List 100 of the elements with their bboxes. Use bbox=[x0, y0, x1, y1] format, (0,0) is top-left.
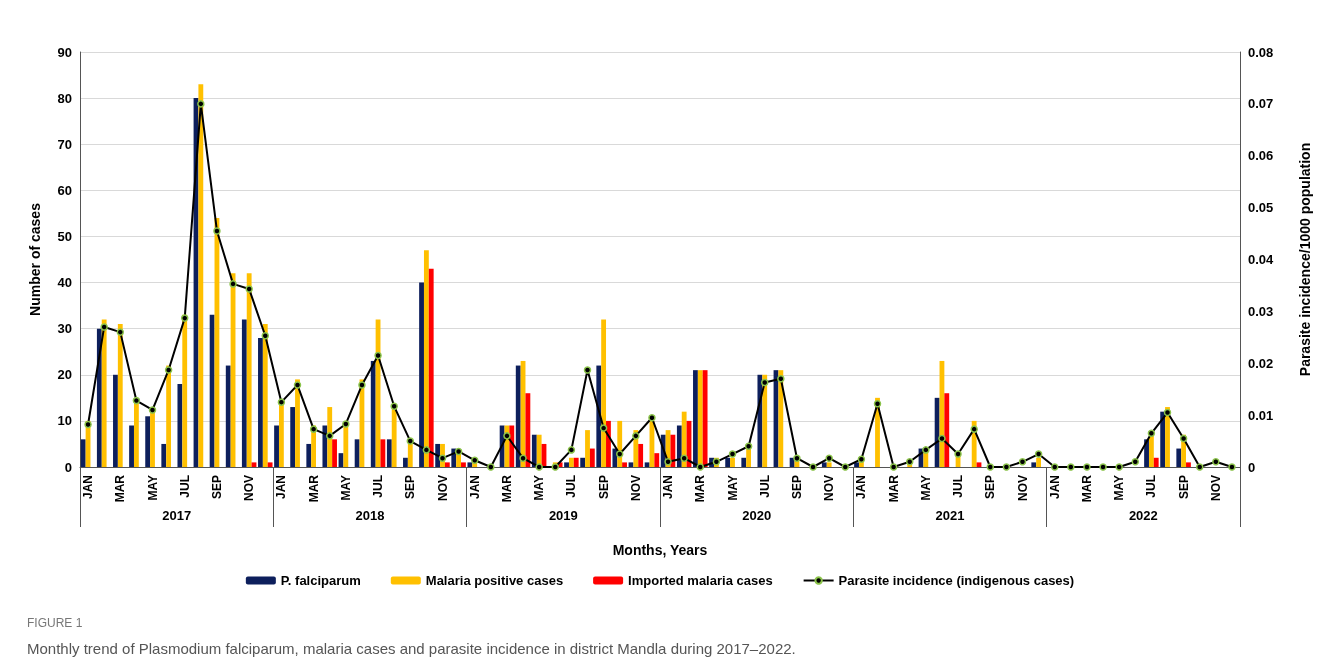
y-tick-label: 40 bbox=[57, 275, 72, 291]
bar bbox=[638, 443, 644, 467]
x-tick-label: MAR bbox=[886, 474, 901, 503]
bar bbox=[976, 462, 982, 467]
legend-label: Parasite incidence (indigenous cases) bbox=[838, 573, 1075, 588]
bar bbox=[676, 425, 682, 467]
bar bbox=[693, 370, 698, 467]
y-tick-label: 50 bbox=[57, 228, 72, 244]
bar bbox=[241, 319, 247, 467]
y2-tick-label: 0.05 bbox=[1248, 200, 1274, 216]
x-tick-label: JAN bbox=[854, 475, 869, 500]
x-tick-label: SEP bbox=[983, 475, 998, 500]
bar bbox=[531, 434, 537, 467]
bar bbox=[423, 250, 429, 467]
bar bbox=[612, 448, 618, 467]
x-axis-title: Months, Years bbox=[612, 542, 708, 558]
x-tick-label: MAY bbox=[532, 475, 547, 501]
bar bbox=[644, 462, 650, 467]
bar bbox=[670, 434, 676, 467]
y-tick-label: 90 bbox=[57, 44, 72, 60]
x-tick-label: SEP bbox=[596, 475, 611, 500]
bar bbox=[267, 462, 273, 467]
y2-tick-label: 0.03 bbox=[1248, 303, 1274, 319]
bar bbox=[1186, 462, 1191, 467]
x-tick-label: JAN bbox=[1047, 475, 1062, 500]
bar bbox=[354, 439, 360, 467]
bar bbox=[944, 393, 950, 467]
x-tick-label: MAR bbox=[499, 474, 514, 503]
bar bbox=[386, 439, 392, 467]
x-tick-label: NOV bbox=[435, 475, 450, 502]
x-tick-label: JAN bbox=[81, 475, 96, 500]
bar bbox=[461, 462, 466, 467]
bar bbox=[467, 462, 473, 467]
bar bbox=[419, 282, 424, 467]
bar bbox=[290, 407, 296, 467]
x-tick-label: MAY bbox=[145, 475, 160, 501]
legend-label: P. falciparum bbox=[280, 573, 361, 588]
x-tick-label: MAR bbox=[306, 474, 321, 503]
bar bbox=[129, 425, 134, 467]
bar bbox=[166, 365, 172, 467]
y-tick-label: 10 bbox=[57, 413, 72, 429]
bar bbox=[515, 365, 521, 467]
bar bbox=[251, 462, 257, 467]
bar bbox=[934, 397, 940, 467]
y-tick-label: 70 bbox=[57, 136, 72, 152]
bar bbox=[96, 328, 102, 467]
x-tick-label: NOV bbox=[1015, 475, 1030, 502]
bar bbox=[573, 457, 579, 467]
x-tick-label: SEP bbox=[209, 475, 224, 500]
bar bbox=[295, 379, 300, 467]
legend-label: Imported malaria cases bbox=[628, 573, 773, 588]
y-tick-label: 0 bbox=[64, 459, 72, 475]
x-tick-label: SEP bbox=[789, 475, 804, 500]
bar bbox=[258, 337, 263, 467]
bar bbox=[585, 430, 590, 467]
bar bbox=[246, 273, 252, 467]
bar bbox=[628, 462, 634, 467]
bar bbox=[762, 374, 768, 467]
y-tick-label: 20 bbox=[57, 367, 72, 383]
x-tick-label: MAY bbox=[338, 475, 353, 501]
bar bbox=[1176, 448, 1182, 467]
y-tick-label: 30 bbox=[57, 321, 72, 337]
bar bbox=[525, 393, 531, 467]
bar bbox=[403, 457, 408, 467]
x-tick-label: MAY bbox=[918, 475, 933, 501]
bar bbox=[370, 360, 376, 467]
bar bbox=[225, 365, 231, 467]
bar bbox=[1153, 457, 1159, 467]
x-tick-label: SEP bbox=[1176, 475, 1191, 500]
y-axis-title: Number of cases bbox=[27, 202, 43, 316]
bar bbox=[209, 314, 215, 467]
y2-tick-label: 0.04 bbox=[1248, 252, 1275, 267]
text: 2019 bbox=[548, 508, 578, 523]
text: 2022 bbox=[1128, 508, 1158, 523]
y2-tick-label: 0 bbox=[1248, 459, 1256, 475]
text: 2020 bbox=[742, 508, 772, 523]
bar bbox=[606, 420, 611, 467]
bar bbox=[380, 439, 386, 467]
text: FIGURE 1 bbox=[27, 616, 83, 630]
x-tick-label: JAN bbox=[467, 475, 482, 500]
bar bbox=[80, 439, 86, 467]
bar bbox=[821, 462, 827, 467]
bar bbox=[589, 448, 595, 467]
bar bbox=[1031, 462, 1037, 467]
bar bbox=[622, 462, 627, 467]
bar bbox=[113, 374, 118, 467]
bar bbox=[332, 439, 337, 467]
bar bbox=[198, 84, 204, 467]
bar bbox=[274, 425, 279, 467]
x-tick-label: MAY bbox=[725, 475, 740, 501]
text: 2021 bbox=[935, 508, 965, 523]
x-tick-label: JUL bbox=[951, 475, 966, 498]
bar bbox=[596, 365, 602, 467]
x-tick-label: SEP bbox=[403, 475, 418, 500]
bar bbox=[757, 374, 763, 467]
bar bbox=[568, 457, 574, 467]
y2-tick-label: 0.06 bbox=[1248, 148, 1274, 164]
y2-tick-label: 0.08 bbox=[1248, 44, 1274, 60]
text: Monthly trend of Plasmodium falciparum, malaria cases and parasite incidence in district Mandla during 2017–2022. bbox=[27, 640, 796, 657]
x-tick-label: MAR bbox=[693, 474, 708, 503]
